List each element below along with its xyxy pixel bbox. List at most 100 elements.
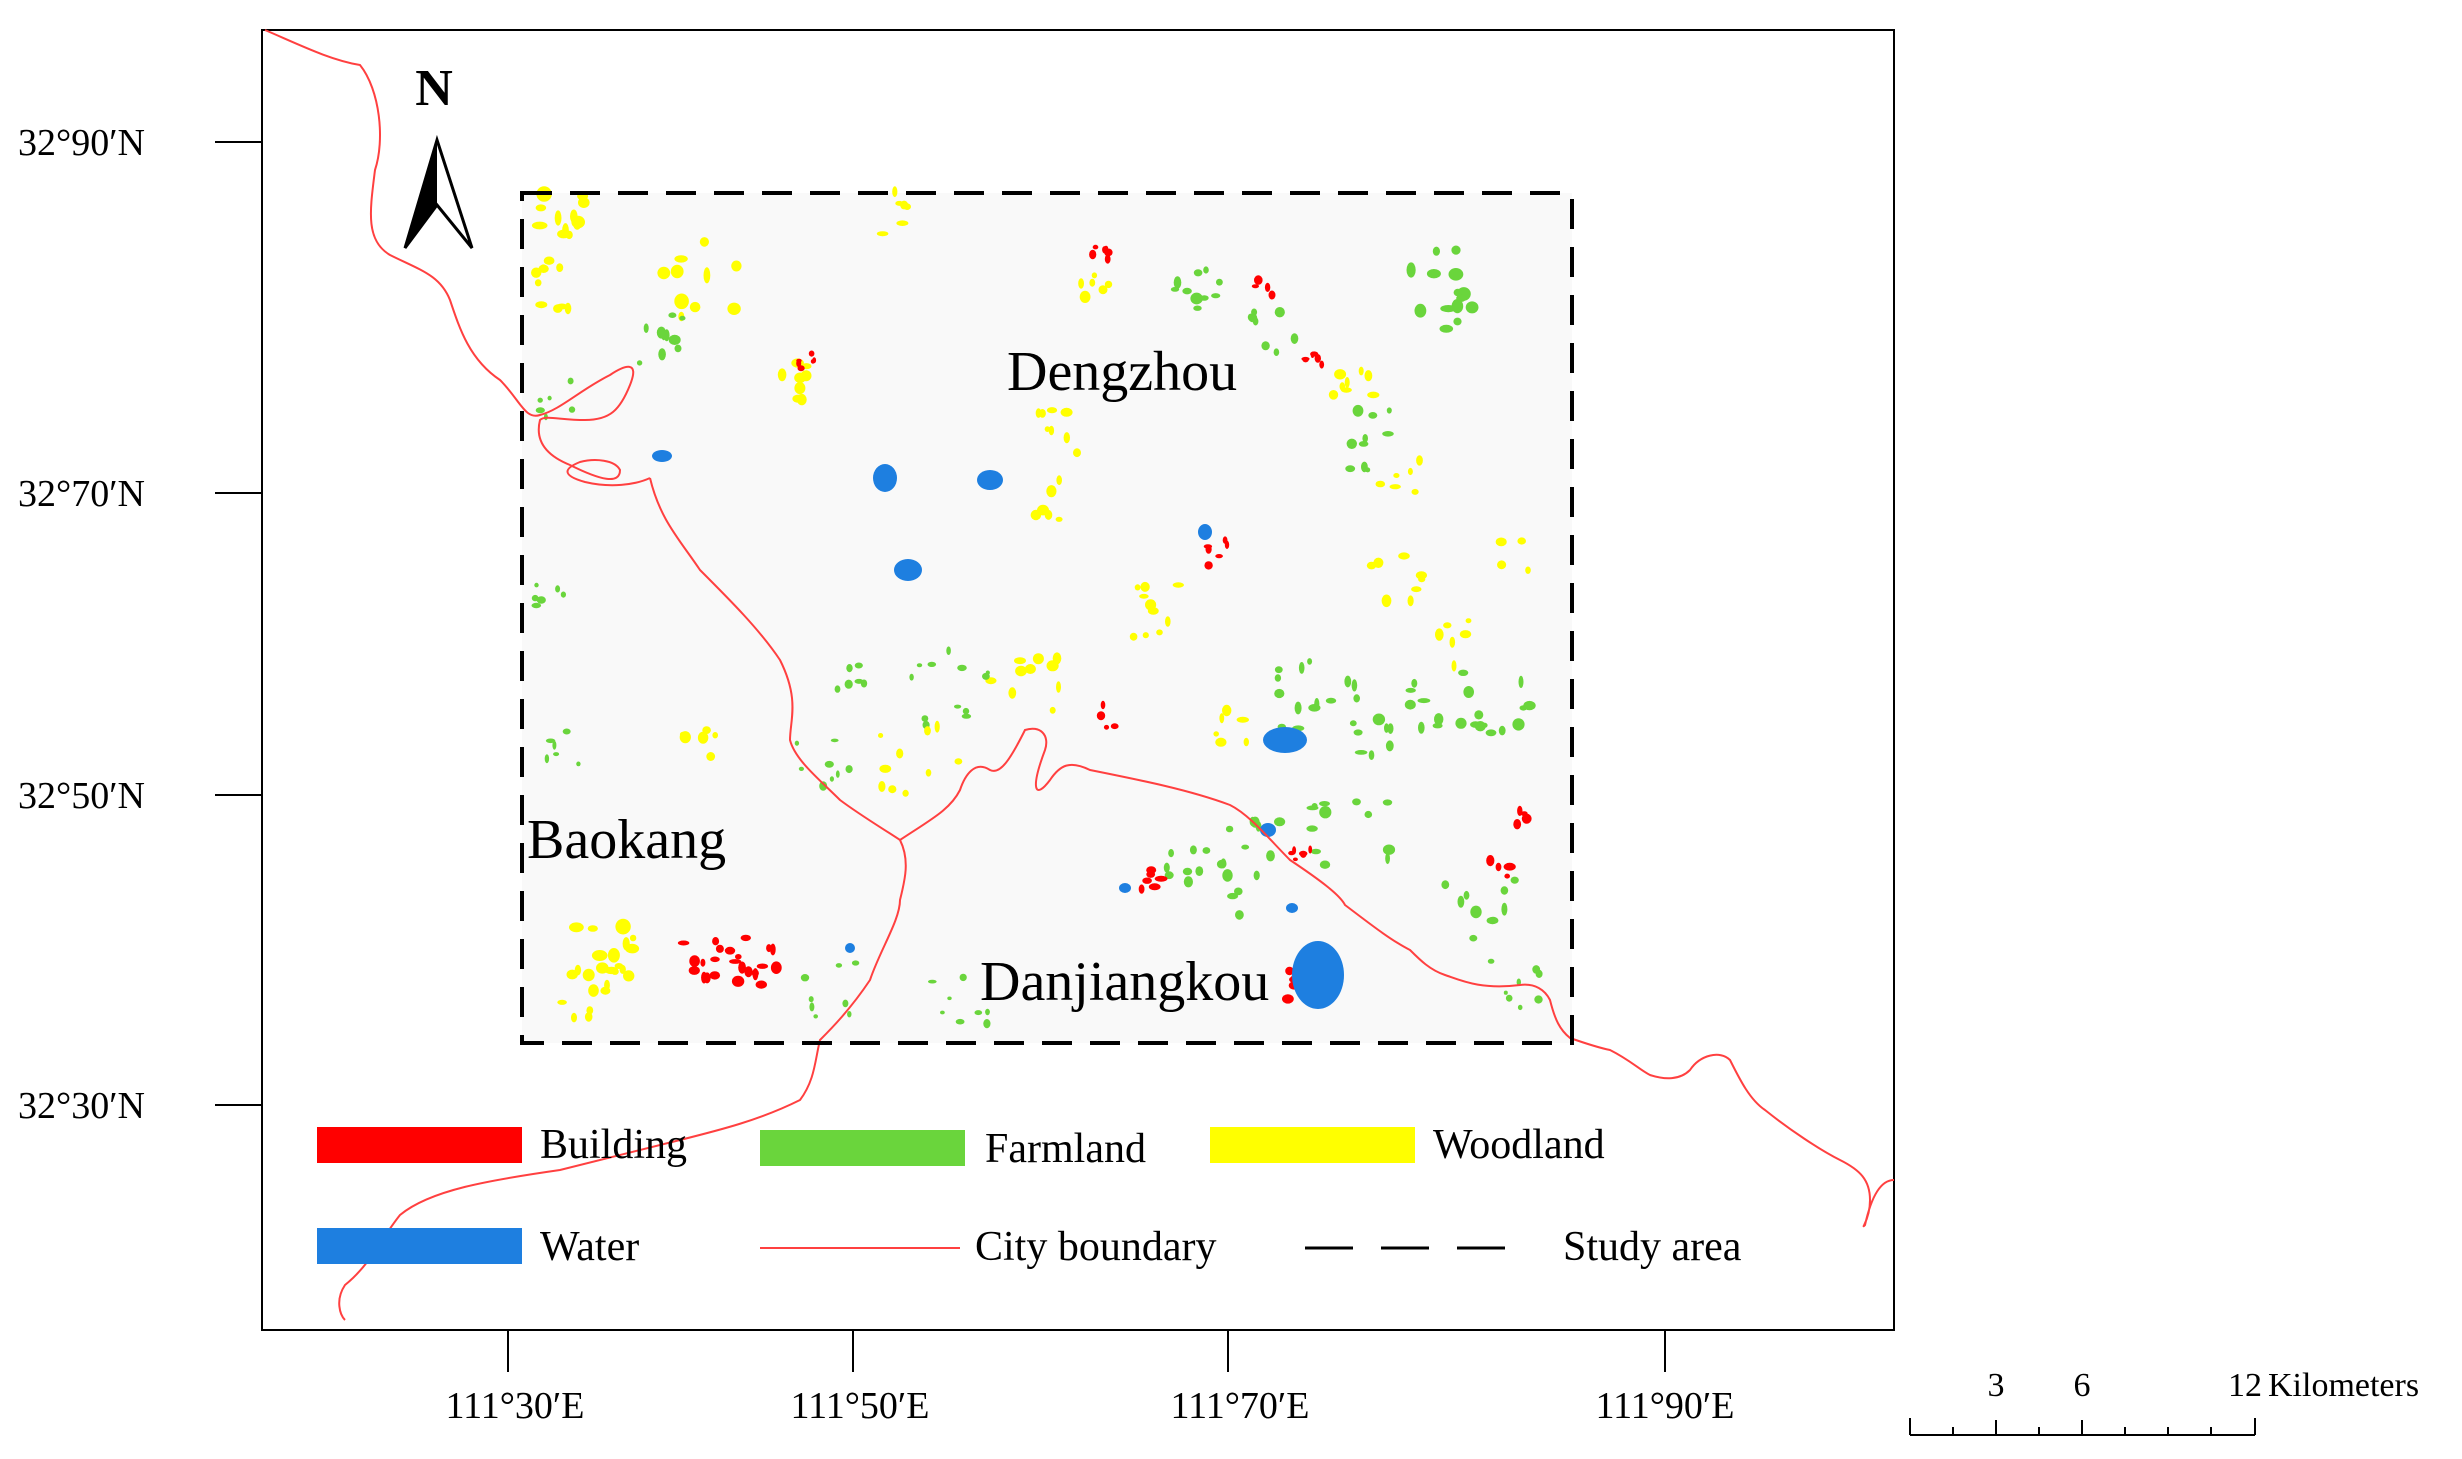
- farmland-patch: [679, 315, 686, 321]
- building-patch: [731, 975, 745, 987]
- woodland-patch: [924, 726, 931, 736]
- farmland-patch: [562, 728, 571, 735]
- farmland-patch: [1498, 725, 1506, 736]
- building-patch: [770, 943, 776, 956]
- farmland-patch: [1193, 269, 1203, 277]
- water-body: [1286, 903, 1298, 913]
- woodland-patch: [1014, 657, 1026, 665]
- farmland-patch: [800, 974, 810, 982]
- woodland-patch: [1449, 636, 1456, 648]
- farmland-patch: [531, 602, 542, 609]
- woodland-patch: [623, 970, 635, 982]
- woodland-patch: [569, 922, 584, 933]
- woodland-patch: [571, 215, 585, 229]
- woodland-patch: [1030, 509, 1042, 521]
- woodland-patch: [556, 303, 568, 310]
- farmland-patch: [962, 707, 970, 715]
- farmland-patch: [1500, 886, 1509, 895]
- farmland-patch: [1274, 666, 1283, 674]
- farmland-patch: [1405, 687, 1416, 693]
- woodland-patch: [794, 382, 806, 395]
- building-patch: [1100, 700, 1106, 710]
- farmland-patch: [537, 397, 543, 403]
- woodland-patch: [1459, 630, 1472, 639]
- farmland-patch: [1485, 729, 1497, 737]
- woodland-patch: [1358, 366, 1364, 376]
- legend-swatch-building: [317, 1127, 522, 1163]
- woodland-patch: [1048, 425, 1055, 436]
- building-patch: [1264, 282, 1271, 292]
- woodland-patch: [582, 968, 595, 982]
- woodland-patch: [1465, 618, 1472, 624]
- farmland-patch: [1253, 870, 1260, 881]
- woodland-patch: [1078, 278, 1084, 289]
- farmland-patch: [1261, 341, 1270, 351]
- farmland-patch: [1382, 431, 1394, 437]
- woodland-patch: [699, 237, 710, 247]
- building-patch: [1504, 873, 1510, 879]
- farmland-patch: [957, 664, 967, 672]
- building-patch: [1299, 850, 1308, 857]
- farmland-patch: [985, 1008, 990, 1016]
- woodland-patch: [1015, 665, 1027, 677]
- woodland-patch: [540, 264, 547, 270]
- woodland-patch: [1104, 280, 1113, 289]
- farmland-patch: [1465, 301, 1479, 314]
- woodland-patch: [543, 256, 555, 265]
- farmland-patch: [1418, 721, 1425, 734]
- farmland-patch: [1306, 825, 1318, 832]
- farmland-patch: [1349, 720, 1357, 727]
- woodland-patch: [1497, 560, 1507, 570]
- woodland-patch: [622, 937, 630, 951]
- farmland-patch: [844, 679, 853, 689]
- farmland-patch: [1451, 245, 1461, 255]
- farmland-patch: [636, 360, 643, 366]
- woodland-patch: [1375, 480, 1386, 488]
- woodland-patch: [892, 186, 898, 198]
- farmland-patch: [1346, 438, 1358, 449]
- building-patch: [689, 955, 700, 967]
- woodland-patch: [657, 266, 671, 280]
- farmland-patch: [1225, 825, 1234, 833]
- farmland-patch: [1501, 902, 1508, 916]
- woodland-patch: [1008, 687, 1017, 699]
- farmland-patch: [927, 661, 937, 668]
- building-patch: [1096, 711, 1106, 721]
- building-patch: [1251, 284, 1259, 289]
- farmland-patch: [674, 344, 682, 353]
- woodland-patch: [535, 301, 548, 309]
- farmland-patch: [545, 738, 556, 744]
- region-label-danjiangkou: Danjiangkou: [980, 951, 1269, 1013]
- woodland-patch: [934, 720, 940, 733]
- woodland-patch: [1435, 628, 1444, 641]
- farmland-patch: [798, 766, 805, 772]
- farmland-patch: [1487, 958, 1495, 964]
- legend-swatch-water: [317, 1228, 522, 1264]
- latitude-axis: 32°90′N 32°70′N 32°50′N 32°30′N: [18, 122, 262, 1127]
- woodland-patch: [1393, 473, 1400, 478]
- farmland-patch: [1372, 713, 1386, 726]
- building-patch: [710, 956, 720, 963]
- farmland-patch: [1252, 317, 1259, 326]
- farmland-patch: [1470, 721, 1481, 728]
- woodland-patch: [1139, 593, 1149, 599]
- farmland-patch: [959, 973, 967, 982]
- lon-tick-label: 111°70′E: [1171, 1385, 1310, 1427]
- building-patch: [808, 350, 815, 357]
- farmland-patch: [1385, 740, 1394, 752]
- farmland-patch: [1463, 686, 1474, 698]
- building-patch: [1254, 275, 1263, 285]
- building-patch: [1205, 544, 1212, 554]
- farmland-patch: [909, 673, 914, 681]
- farmland-patch: [1189, 845, 1197, 855]
- farmland-patch: [1434, 713, 1444, 726]
- farmland-patch: [1463, 890, 1470, 900]
- woodland-patch: [674, 255, 688, 263]
- farmland-patch: [824, 760, 834, 768]
- woodland-patch: [878, 781, 886, 792]
- woodland-patch: [1389, 484, 1401, 490]
- farmland-patch: [946, 646, 951, 655]
- building-patch: [766, 944, 772, 953]
- farmland-patch: [1351, 679, 1358, 692]
- woodland-patch: [1049, 706, 1056, 714]
